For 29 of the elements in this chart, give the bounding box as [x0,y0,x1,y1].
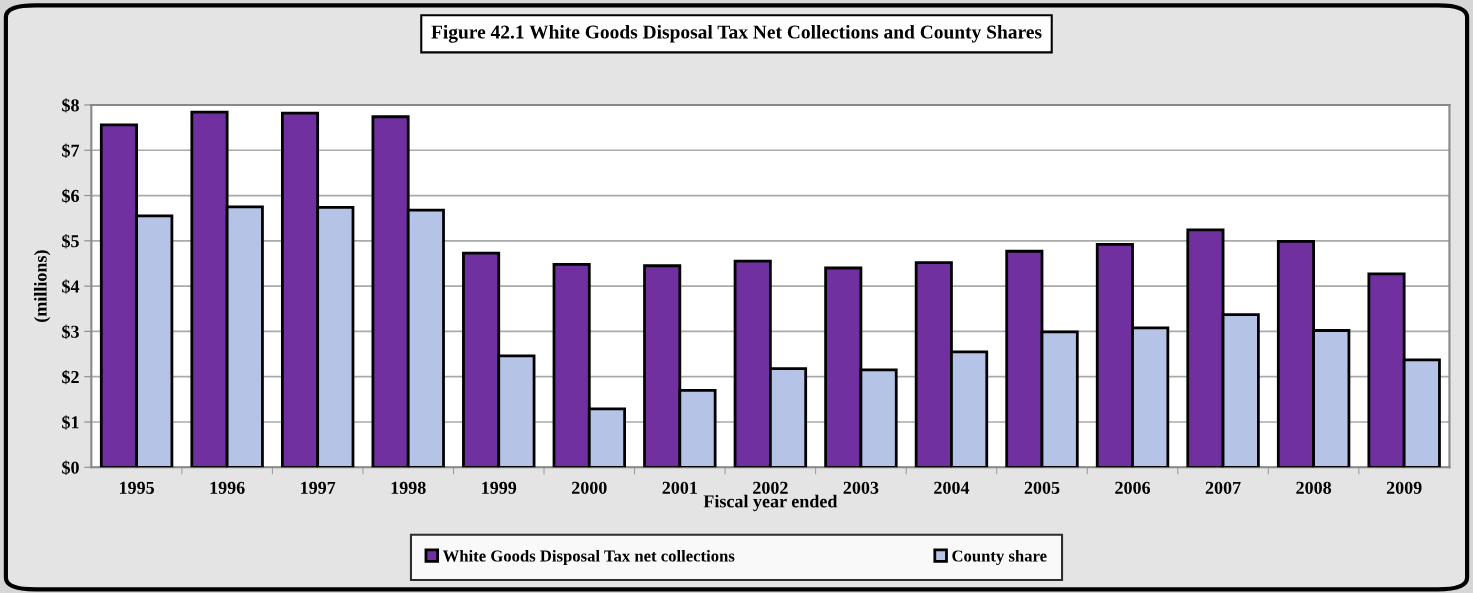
x-tick-label: 1997 [301,481,336,494]
x-tick-label: 2006 [1115,481,1151,494]
y-tick-label: $1 [62,415,79,430]
x-tick-label: 2000 [572,481,607,494]
x-tick-label: 2008 [1296,481,1332,494]
x-tick-label: 2002 [753,481,788,494]
legend-label: County share [952,549,1047,566]
chart-title: Figure 42.1 White Goods Disposal Tax Net Collections and County Shares [431,24,1042,43]
y-tick-label: $5 [62,234,79,249]
y-axis-title: (millions) [33,250,51,322]
x-tick-label: 2003 [843,481,879,494]
y-tick-label: $0 [62,460,79,475]
y-tick-label: $3 [62,324,79,340]
legend-label: White Goods Disposal Tax net collections [442,549,735,565]
x-tick-label: 2009 [1386,481,1422,494]
x-tick-label: 1999 [482,481,517,494]
x-tick-label: 1996 [210,481,245,494]
x-axis-title: Fiscal year ended [703,494,838,512]
x-tick-label: 2004 [934,481,970,494]
y-tick-label: $6 [62,188,79,204]
y-tick-label: $8 [62,98,79,113]
x-tick-label: 2005 [1024,481,1060,494]
x-tick-label: 1998 [391,481,426,494]
y-tick-label: $7 [62,143,80,158]
y-tick-label: $4 [62,279,80,294]
y-tick-label: $2 [62,369,79,385]
x-tick-label: 2007 [1205,481,1241,494]
x-tick-label: 2001 [662,481,697,494]
x-tick-label: 1995 [119,481,154,494]
